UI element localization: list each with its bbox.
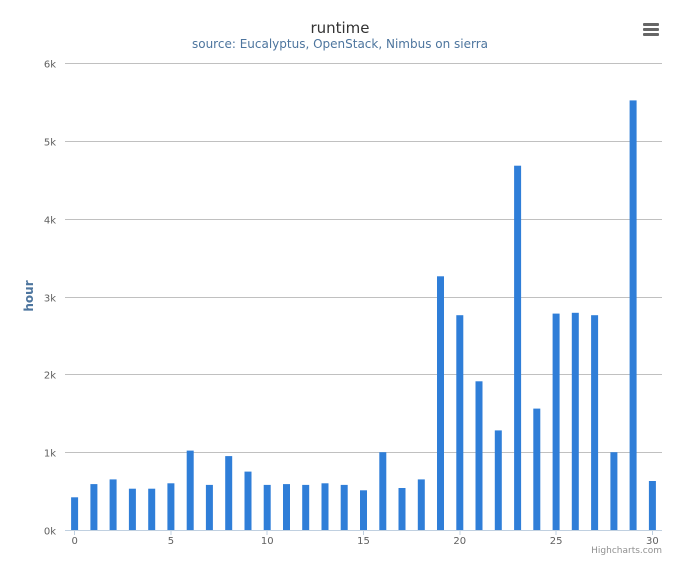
bar[interactable] [494,430,502,530]
y-axis: 0k 1k 2k 3k 4k 5k 6k [44,60,56,538]
x-tick-label: 10 [261,536,274,547]
bar[interactable] [128,488,136,530]
bar[interactable] [591,315,599,530]
x-tick-label: 30 [646,536,659,547]
bar[interactable] [417,479,425,530]
bar[interactable] [321,483,329,530]
x-tick-label: 15 [357,536,370,547]
menu-icon-line [643,28,659,31]
bar[interactable] [629,100,637,531]
bar[interactable] [648,481,656,530]
y-tick-label: 5k [44,138,56,149]
bar[interactable] [148,488,156,530]
bar[interactable] [514,165,522,530]
bar[interactable] [437,276,444,530]
bar[interactable] [244,471,252,530]
bar[interactable] [398,488,406,530]
chart-subtitle: source: Eucalyptus, OpenStack, Nimbus on… [192,37,488,51]
bar[interactable] [379,452,387,530]
y-tick-label: 1k [44,449,56,460]
x-tick-label: 0 [71,536,77,547]
bar[interactable] [552,313,560,530]
x-tick-label: 5 [168,536,174,547]
bar[interactable] [167,483,175,530]
y-tick-label: 0k [44,527,56,538]
bar[interactable] [90,484,98,530]
menu-icon-line [643,23,659,26]
bar[interactable] [360,490,367,530]
chart-title: runtime [310,19,369,37]
bar[interactable] [109,479,117,530]
bar-series [71,100,656,531]
bar[interactable] [302,484,310,530]
bar[interactable] [225,456,233,530]
menu-icon-line [643,33,659,36]
gridlines [65,63,662,453]
bar[interactable] [205,484,213,530]
y-tick-label: 2k [44,371,56,382]
bar[interactable] [456,315,464,530]
y-axis-label: hour [22,280,36,311]
x-tick-label: 25 [550,536,563,547]
bar[interactable] [533,408,541,530]
bar[interactable] [475,381,483,530]
bar[interactable] [340,484,348,530]
bar[interactable] [71,497,79,530]
y-tick-label: 4k [44,216,56,227]
x-axis: 0 5 10 15 20 25 30 [65,530,662,547]
hamburger-menu-icon[interactable] [636,16,666,42]
y-tick-label: 3k [44,294,56,305]
bar[interactable] [186,450,194,530]
bar[interactable] [263,484,271,530]
credits-link[interactable]: Highcharts.com [591,546,662,556]
x-tick-label: 20 [453,536,466,547]
bar[interactable] [571,312,579,530]
bar[interactable] [610,452,618,530]
y-tick-label: 6k [44,60,56,71]
bar[interactable] [283,484,290,530]
